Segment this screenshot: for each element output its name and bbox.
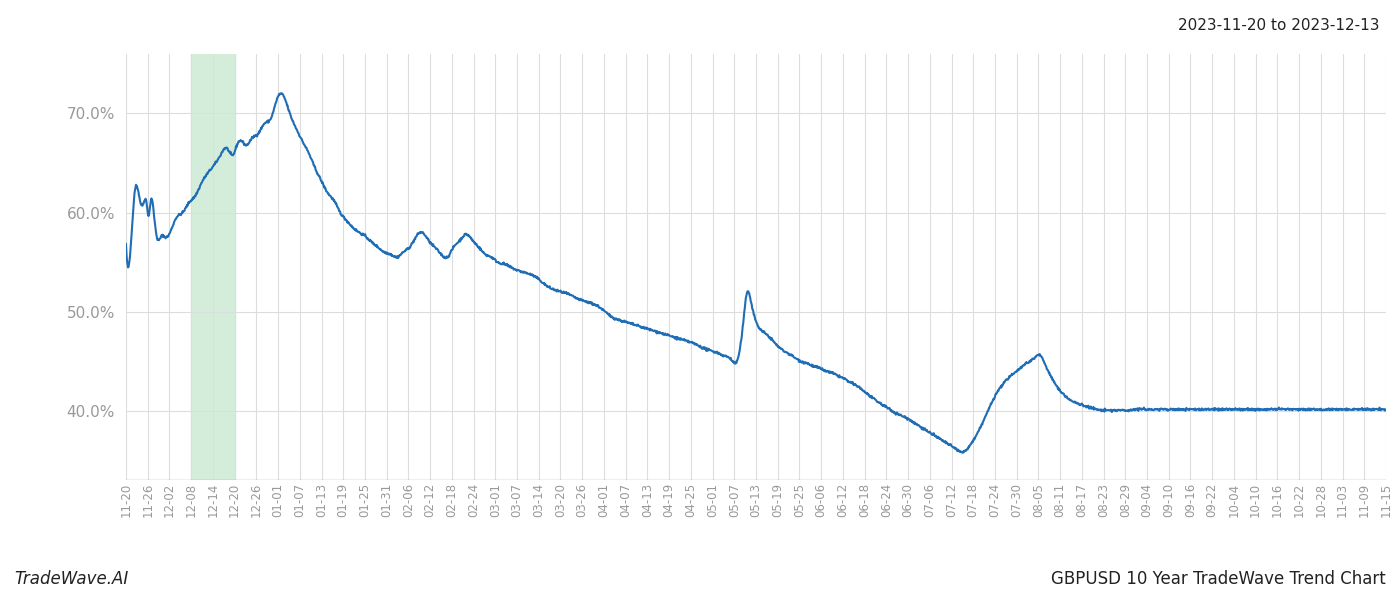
Bar	[192, 54, 235, 480]
Text: TradeWave.AI: TradeWave.AI	[14, 570, 129, 588]
Text: GBPUSD 10 Year TradeWave Trend Chart: GBPUSD 10 Year TradeWave Trend Chart	[1051, 570, 1386, 588]
Text: 2023-11-20 to 2023-12-13: 2023-11-20 to 2023-12-13	[1177, 18, 1379, 33]
